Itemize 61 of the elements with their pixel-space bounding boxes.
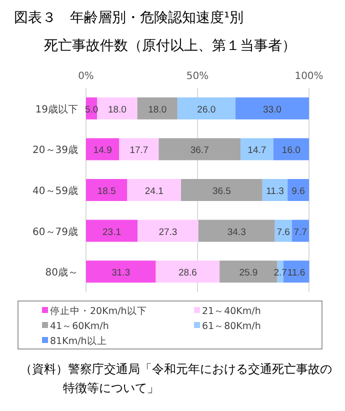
data-label: 24.1 (144, 186, 164, 197)
bar (181, 179, 262, 201)
legend-label: 81Km/h以上 (50, 335, 107, 347)
x-tick-label: 100% (294, 71, 324, 82)
data-label: 16.0 (282, 145, 300, 156)
data-label: 11.6 (287, 268, 306, 279)
bar (198, 220, 275, 242)
data-label: 26.0 (197, 104, 216, 116)
data-label: 7.7 (294, 226, 308, 238)
legend-label: 21～40Km/h (202, 306, 261, 317)
data-label: 33.0 (262, 104, 282, 116)
bar (97, 97, 138, 120)
bar (240, 138, 274, 160)
data-label: 36.5 (212, 186, 231, 197)
y-tick-label: 19歳以下 (35, 103, 78, 116)
data-label: 7.6 (276, 226, 290, 238)
bar (177, 97, 236, 120)
bar (273, 138, 309, 160)
bar (288, 179, 309, 201)
text: （資料）警察庁交通局「令和元年における交通死亡事故の特徴等について」 (20, 362, 332, 395)
data-label: 18.5 (97, 186, 116, 197)
bar (158, 138, 241, 160)
data-label: 2.7 (274, 268, 287, 279)
data-label: 27.3 (158, 226, 178, 238)
bar (138, 220, 198, 242)
bar (292, 220, 309, 242)
data-label: 36.7 (190, 145, 209, 156)
x-tick-label: 0% (78, 71, 94, 82)
legend-label: 41～60Km/h (50, 321, 109, 332)
bar (235, 97, 309, 120)
y-tick-label: 80歳～ (45, 266, 78, 279)
legend-label: 61～80Km/h (202, 321, 261, 332)
bar (86, 179, 128, 201)
y-tick-label: 20～39歳 (32, 144, 78, 156)
bar (86, 260, 156, 283)
data-label: 31.3 (112, 268, 130, 279)
bar (156, 260, 220, 283)
legend-label: 停止中・20Km/h以下 (50, 305, 147, 317)
bar (137, 97, 178, 120)
data-label: 25.9 (239, 268, 258, 279)
bar (274, 220, 292, 242)
data-label: 9.6 (292, 186, 305, 197)
data-label: 28.6 (178, 268, 197, 279)
data-label: 18.0 (108, 104, 126, 116)
bar (119, 138, 159, 160)
data-label: 34.3 (227, 226, 246, 238)
chart-title: 図表３ 年齢層別・危険認知速度¹別 (14, 10, 244, 26)
x-tick-label: 50% (186, 71, 209, 82)
bar (86, 220, 138, 242)
y-tick-label: 40～59歳 (32, 185, 78, 197)
data-label: 11.3 (266, 186, 284, 197)
data-label: 14.7 (248, 145, 266, 156)
bar (127, 179, 181, 201)
bar (86, 138, 120, 160)
bar (262, 179, 288, 201)
data-label: 18.0 (148, 104, 167, 116)
data-label: 17.7 (130, 145, 148, 156)
data-label: 23.1 (102, 226, 122, 238)
chart-subtitle: 死亡事故件数（原付以上、第１当事者） (44, 38, 296, 54)
data-label: 14.9 (93, 145, 112, 156)
y-tick-label: 60～79歳 (32, 226, 78, 238)
